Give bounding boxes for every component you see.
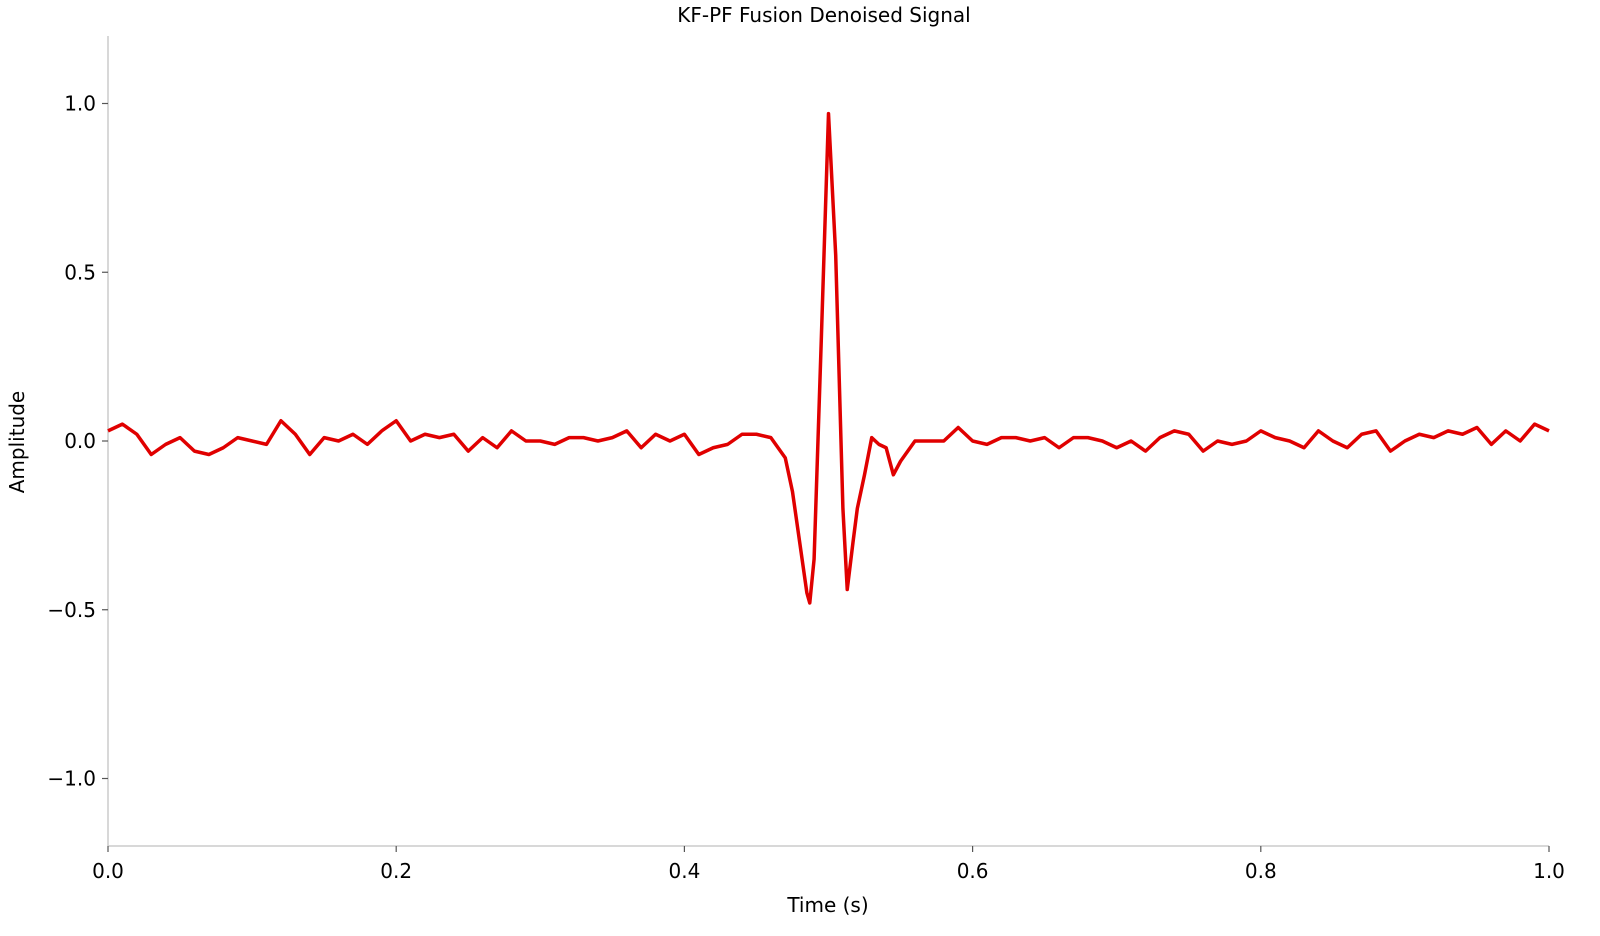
y-tick-label: 0.5 [64,260,96,284]
x-tick-label: 0.8 [1245,859,1277,883]
x-tick-label: 1.0 [1533,859,1565,883]
x-tick-label: 0.0 [92,859,124,883]
y-tick-label: 0.0 [64,429,96,453]
x-axis-label: Time (s) [786,893,868,917]
y-tick-label: −0.5 [47,598,96,622]
signal-line [107,111,1550,605]
x-tick-label: 0.6 [957,859,989,883]
y-axis-label: Amplitude [5,391,29,494]
chart-title: KF-PF Fusion Denoised Signal [677,3,970,27]
x-tick-label: 0.4 [668,859,700,883]
y-tick-label: −1.0 [47,767,96,791]
y-tick-label: 1.0 [64,92,96,116]
x-tick-label: 0.2 [380,859,412,883]
